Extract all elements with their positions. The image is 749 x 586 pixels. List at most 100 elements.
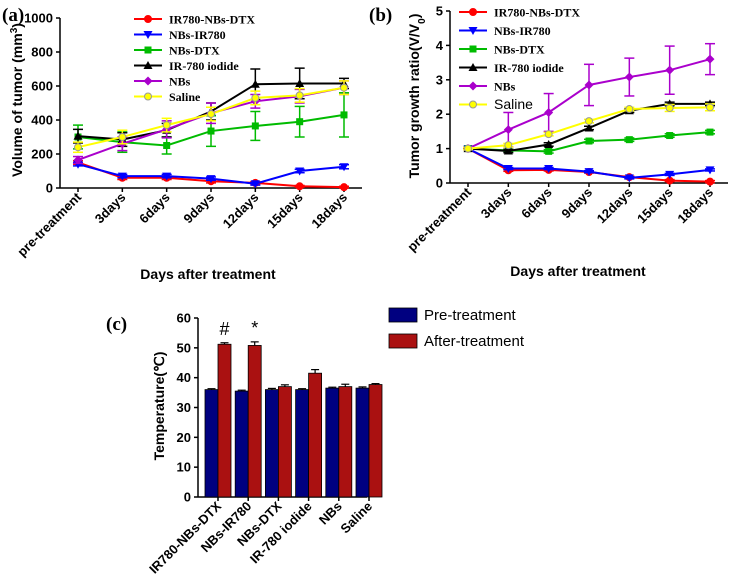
panel-c-bar-after-treatment-nbs-ir780 xyxy=(247,345,262,498)
panel-b-point-nbs-3 xyxy=(584,80,594,90)
panel-c-legend-swatch-pre-treatment xyxy=(388,307,418,323)
panel-a-point-ir-780-iodide-5 xyxy=(295,78,305,87)
panel-a-xtick-label-15days: 15days xyxy=(264,190,306,232)
panel-a-xtick-label-3days: 3days xyxy=(92,190,129,227)
panel-a-point-saline-4 xyxy=(251,93,260,102)
panel-b-ytick-label-1: 1 xyxy=(436,141,443,156)
panel-b-ylabel: Tumor growth ratio(V/V0) xyxy=(406,14,428,179)
panel-a-point-ir-780-iodide-0 xyxy=(73,131,83,140)
panel-a-legend-marker-nbs-dtx xyxy=(144,46,152,54)
panel-b-point-nbs-dtx-3 xyxy=(585,137,593,145)
panel-b-legend: IR780-NBs-DTX NBs-IR780 NBs-DTX IR-780 iodi… xyxy=(459,6,580,112)
panel-b-point-saline-3 xyxy=(585,117,593,126)
panel-c-xtick-label-saline: Saline xyxy=(337,499,375,537)
panel-a-legend-marker-nbs xyxy=(143,76,153,86)
panel-a-legend-label-nbs-dtx: NBs-DTX xyxy=(169,44,220,58)
panel-b-xtick-label-9days: 9days xyxy=(558,185,595,222)
panel-b-legend-label-nbs-dtx: NBs-DTX xyxy=(494,43,545,57)
panel-b-series-nbs-ir780 xyxy=(463,145,715,183)
panel-b-point-nbs-ir780-1 xyxy=(503,165,513,174)
panel-a-point-nbs-ir780-5 xyxy=(295,167,305,176)
panel-b-point-nbs-ir780-3 xyxy=(584,168,594,177)
panel-b-point-nbs-ir780-4 xyxy=(624,174,634,183)
panel-b-point-saline-2 xyxy=(544,130,553,139)
panel-a-point-nbs-dtx-4 xyxy=(251,122,259,130)
panel-b-xtick-label-3days: 3days xyxy=(478,185,515,222)
panel-b-point-nbs-ir780-2 xyxy=(544,165,554,174)
panel-a-legend-label-ir780-nbs-dtx: IR780-NBs-DTX xyxy=(169,13,255,27)
panel-b-point-ir-780-iodide-1 xyxy=(503,146,513,155)
panel-label-a: (a) xyxy=(2,5,24,26)
panel-a-xtick-label-6days: 6days xyxy=(136,190,173,227)
panel-b-point-nbs-4 xyxy=(624,72,634,82)
panel-c-ytick-label-4: 40 xyxy=(177,370,191,385)
panel-a: (a) 0 200 400 600 800 1000 pre-treatment 3days 6… xyxy=(2,5,362,282)
panel-c-bar-pre-treatment-ir-780-iodide xyxy=(295,389,310,498)
panel-b-point-nbs-1 xyxy=(503,125,513,135)
panel-a-ylabel: Volume of tumor (mm3) xyxy=(9,23,26,177)
panel-a-point-nbs-dtx-6 xyxy=(340,111,348,119)
panel-a-ytick-label-1: 200 xyxy=(31,147,53,162)
panel-b-point-ir-780-iodide-2 xyxy=(544,139,554,148)
panel-b-xlabel: Days after treatment xyxy=(510,263,646,279)
panel-c-ylabel: Temperature(℃) xyxy=(151,352,167,461)
panel-a-point-nbs-dtx-3 xyxy=(207,127,215,135)
panel-a-point-saline-5 xyxy=(295,91,304,100)
panel-a-ytick-label-4: 800 xyxy=(31,45,53,60)
panel-a-legend-label-nbs-ir780: NBs-IR780 xyxy=(169,28,226,42)
panel-c-legend-label-after-treatment: After-treatment xyxy=(424,333,525,350)
panel-b-legend-label-nbs: NBs xyxy=(494,80,516,94)
panel-c-legend: Pre-treatment After-treatment xyxy=(388,307,525,350)
panel-c-ytick-label-3: 30 xyxy=(177,400,191,415)
panel-c-bar-pre-treatment-nbs xyxy=(325,387,340,498)
panel-b-series-saline xyxy=(463,103,715,153)
panel-b-point-saline-0 xyxy=(464,144,472,153)
panel-b-legend-marker-ir780-nbs-dtx xyxy=(469,8,477,16)
panel-a-legend-marker-ir780-nbs-dtx xyxy=(144,15,152,23)
panel-b-xtick-label-15days: 15days xyxy=(634,185,676,227)
panel-a-point-nbs-ir780-1 xyxy=(117,172,127,181)
panel-b-point-saline-5 xyxy=(665,104,674,113)
panel-b-legend-marker-nbs-dtx xyxy=(469,45,477,53)
panel-b-ytick-label-4: 4 xyxy=(436,38,444,53)
panel-b-xtick-label-6days: 6days xyxy=(518,185,555,222)
panel-a-legend-label-saline: Saline xyxy=(169,90,201,104)
panel-a-point-saline-6 xyxy=(340,83,348,92)
panel-b-ytick-label-5: 5 xyxy=(436,4,443,19)
panel-a-legend-marker-saline xyxy=(144,92,152,101)
panel-a-point-nbs-ir780-6 xyxy=(339,163,349,172)
panel-b-legend-label-saline: Saline xyxy=(494,96,533,112)
panel-c-bar-after-treatment-saline xyxy=(368,384,383,498)
panel-a-plot: 0 200 400 600 800 1000 pre-treatment 3days 6days… xyxy=(14,11,362,259)
panel-a-point-saline-2 xyxy=(162,121,171,130)
panel-b-point-nbs-6 xyxy=(705,54,715,64)
panel-a-point-ir780-nbs-dtx-6 xyxy=(340,183,348,192)
panel-c-bar-pre-treatment-nbs-ir780 xyxy=(234,390,249,498)
panel-b-point-nbs-2 xyxy=(544,107,554,117)
panel-a-ytick-label-0: 0 xyxy=(46,181,53,196)
panel-c-annotation-0: # xyxy=(219,319,229,339)
panel-c-ytick-label-6: 60 xyxy=(177,311,191,326)
panel-a-point-nbs-ir780-4 xyxy=(250,180,260,189)
panel-a-legend-marker-ir-780-iodide xyxy=(143,61,153,69)
panel-b-point-nbs-ir780-5 xyxy=(665,170,675,179)
panel-b-xtick-label-18days: 18days xyxy=(674,185,716,227)
panel-c-ytick-label-5: 50 xyxy=(177,340,191,355)
panel-label-b: (b) xyxy=(369,5,392,26)
panel-b-point-nbs-dtx-5 xyxy=(666,132,674,140)
panel-c-bar-after-treatment-ir780-nbs-dtx xyxy=(217,343,232,498)
panel-a-point-ir780-nbs-dtx-5 xyxy=(295,182,304,191)
panel-a-ytick-label-2: 400 xyxy=(31,113,53,128)
panel-b-point-nbs-dtx-2 xyxy=(545,147,553,155)
panel-b-xtick-label-12days: 12days xyxy=(594,185,636,227)
panel-a-xtick-label-pre-treatment: pre-treatment xyxy=(14,189,84,259)
panel-b-point-nbs-5 xyxy=(665,65,675,75)
panel-a-point-nbs-ir780-3 xyxy=(206,175,216,184)
panel-c-bar-pre-treatment-ir780-nbs-dtx xyxy=(204,389,219,498)
panel-a-xtick-label-12days: 12days xyxy=(220,190,262,232)
panel-a-point-nbs-ir780-2 xyxy=(162,172,172,181)
panel-c-ytick-label-2: 20 xyxy=(177,430,191,445)
panel-a-point-saline-3 xyxy=(207,110,215,119)
panel-a-series-saline xyxy=(73,80,349,154)
